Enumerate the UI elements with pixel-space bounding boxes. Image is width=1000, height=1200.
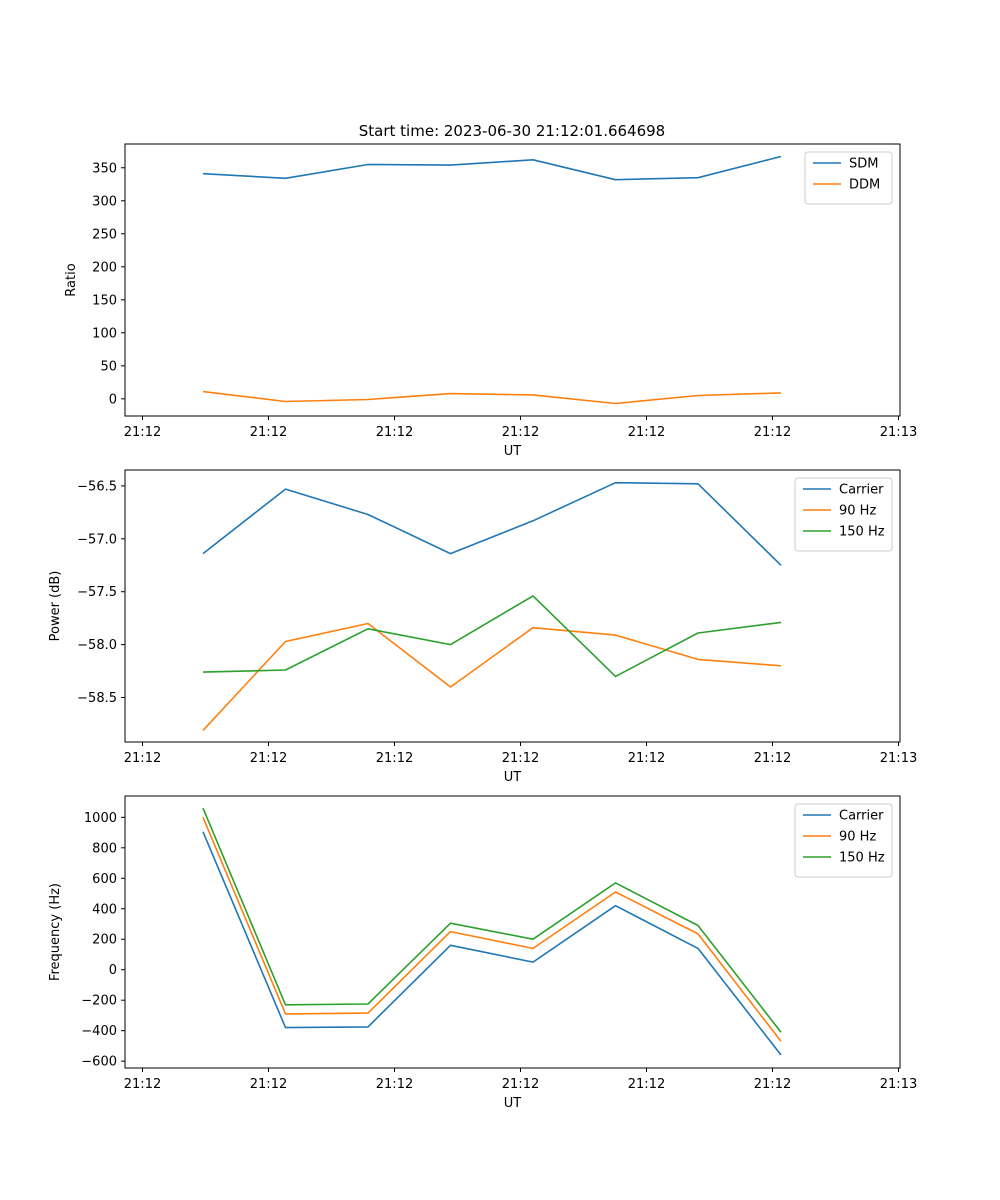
x-tick-label: 21:13 [880,1077,917,1092]
x-tick-label: 21:13 [880,425,917,440]
x-tick-label: 21:12 [376,1077,413,1092]
legend: Carrier 90 Hz 150 Hz [794,477,893,552]
y-tick-label: 300 [92,194,117,209]
y-tick-label: −57.0 [77,532,117,547]
y-tick-label: 200 [92,260,117,275]
y-axis-label: Power (dB) [48,571,63,642]
legend-entry: 150 Hz [839,525,885,540]
y-tick-label: 200 [92,933,117,948]
x-axis-label: UT [504,1096,522,1111]
y-tick-label: −400 [81,1024,117,1039]
y-tick-label: 350 [92,161,117,176]
x-tick-label: 21:12 [124,425,161,440]
series-line-150-hz [202,807,782,1033]
x-tick-label: 21:12 [376,751,413,766]
chart-panel-3: 21:12 21:12 21:12 21:12 21:12 21:12 21:13 −600 −… [48,795,917,1111]
series-line-90-hz [202,622,782,731]
legend-entry: Carrier [839,809,884,824]
y-tick-label: 400 [92,902,117,917]
series-line-90-hz [202,816,782,1042]
legend-entry: SDM [849,157,878,172]
y-tick-label: 150 [92,293,117,308]
y-tick-label: −56.5 [77,479,117,494]
legend-entry: 90 Hz [839,830,876,845]
x-axis-label: UT [504,770,522,785]
legend-box [794,477,893,552]
chart-panel-1: 21:12 21:12 21:12 21:12 21:12 21:12 21:13 0 50 10… [64,143,917,459]
plot-frame [124,795,901,1069]
y-tick-label: 0 [109,392,117,407]
y-tick-label: −57.5 [77,585,117,600]
y-tick-label: 800 [92,841,117,856]
x-tick-label: 21:12 [628,751,665,766]
legend: SDM DDM [804,151,893,205]
y-tick-label: 0 [109,963,117,978]
y-tick-label: 600 [92,872,117,887]
series-line-ddm [202,390,782,405]
x-tick-label: 21:12 [124,751,161,766]
plot-frame [124,469,901,743]
legend-entry: Carrier [839,483,884,498]
legend-entry: DDM [849,178,880,193]
figure-title: Start time: 2023-06-30 21:12:01.664698 [359,122,665,140]
plot-frame [124,143,901,417]
y-tick-label: −600 [81,1055,117,1070]
legend-box [804,151,893,205]
y-tick-label: −58.0 [77,638,117,653]
legend-box [794,803,893,878]
y-axis-label: Frequency (Hz) [48,883,63,981]
x-tick-label: 21:12 [376,425,413,440]
series-line-carrier [202,831,782,1056]
x-tick-label: 21:12 [754,425,791,440]
x-tick-label: 21:12 [250,751,287,766]
legend-entry: 150 Hz [839,851,885,866]
y-tick-label: 1000 [84,811,117,826]
x-tick-label: 21:12 [502,425,539,440]
x-tick-label: 21:12 [628,1077,665,1092]
y-tick-label: 250 [92,227,117,242]
y-tick-label: 50 [100,359,117,374]
x-tick-label: 21:12 [628,425,665,440]
series-line-150-hz [202,595,782,678]
y-tick-label: −200 [81,994,117,1009]
x-tick-label: 21:12 [754,1077,791,1092]
y-tick-label: 100 [92,326,117,341]
x-tick-label: 21:12 [502,751,539,766]
x-tick-label: 21:12 [250,1077,287,1092]
charts-container: 21:12 21:12 21:12 21:12 21:12 21:12 21:13 0 50 10… [48,143,917,1111]
x-tick-label: 21:12 [754,751,791,766]
series-line-carrier [202,481,782,566]
legend: Carrier 90 Hz 150 Hz [794,803,893,878]
chart-panel-2: 21:12 21:12 21:12 21:12 21:12 21:12 21:13 −58.5… [48,469,917,785]
x-tick-label: 21:12 [124,1077,161,1092]
x-tick-label: 21:13 [880,751,917,766]
y-axis-label: Ratio [64,263,79,296]
y-tick-label: −58.5 [77,691,117,706]
x-tick-label: 21:12 [502,1077,539,1092]
x-tick-label: 21:12 [250,425,287,440]
legend-entry: 90 Hz [839,504,876,519]
series-line-sdm [202,155,782,181]
x-axis-label: UT [504,444,522,459]
